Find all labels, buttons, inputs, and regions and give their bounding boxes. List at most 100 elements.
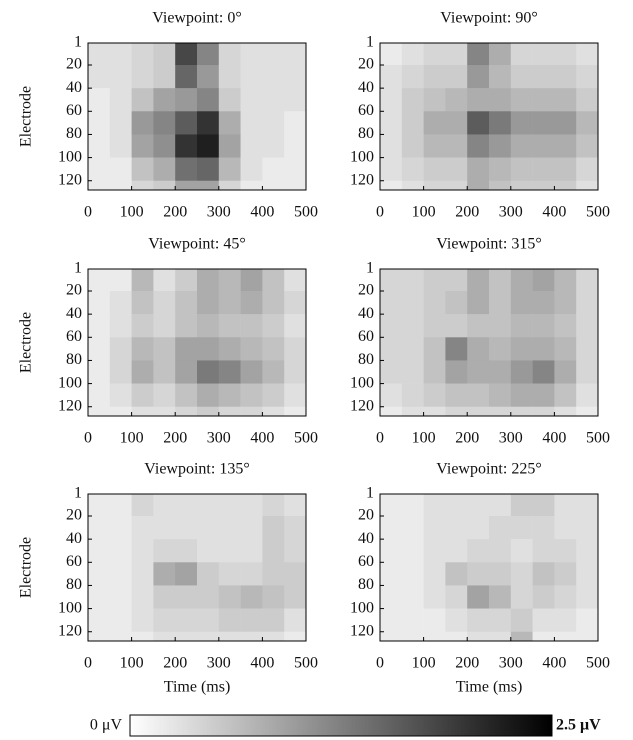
y-tick-label: 40 bbox=[358, 79, 374, 96]
heatmap-cell bbox=[576, 134, 599, 158]
heatmap-cell bbox=[467, 406, 490, 417]
heatmap-cell bbox=[153, 494, 176, 517]
heatmap-cell bbox=[532, 631, 555, 642]
y-tick-label: 100 bbox=[350, 374, 374, 391]
heatmap-cell bbox=[489, 631, 512, 642]
heatmap-cell bbox=[197, 43, 220, 66]
heatmap-cell bbox=[510, 111, 533, 135]
heatmap-cell bbox=[153, 562, 176, 586]
heatmap-cell bbox=[445, 406, 468, 417]
heatmap-cell bbox=[218, 383, 241, 408]
heatmap-cell bbox=[467, 539, 490, 563]
heatmap-cell bbox=[284, 157, 307, 182]
heatmap-cell bbox=[532, 585, 555, 609]
heatmap-cell bbox=[380, 111, 403, 135]
heatmap-cell bbox=[262, 111, 285, 135]
heatmap-cell bbox=[576, 406, 599, 417]
heatmap-cell bbox=[88, 43, 111, 66]
y-tick-label: 120 bbox=[350, 622, 374, 639]
x-tick-label: 0 bbox=[376, 430, 384, 447]
heatmap-cell bbox=[380, 360, 403, 384]
heatmap-cell bbox=[218, 406, 241, 417]
heatmap-cell bbox=[554, 290, 577, 315]
heatmap-cell bbox=[423, 290, 446, 315]
x-tick-label: 0 bbox=[84, 655, 92, 672]
heatmap-cell bbox=[576, 111, 599, 135]
heatmap-cell bbox=[197, 290, 220, 315]
heatmap-cell bbox=[467, 631, 490, 642]
heatmap-cell bbox=[240, 111, 263, 135]
heatmap-cell bbox=[554, 539, 577, 563]
heatmap-cell bbox=[131, 157, 154, 182]
heatmap-cell bbox=[218, 585, 241, 609]
y-tick-label: 60 bbox=[358, 553, 374, 570]
heatmap-cell bbox=[576, 360, 599, 384]
heatmap-cell bbox=[401, 631, 424, 642]
plot-frame bbox=[87, 493, 307, 642]
heatmap-cell bbox=[489, 88, 512, 112]
heatmap-cell bbox=[109, 539, 132, 563]
heatmap-cell bbox=[445, 608, 468, 633]
heatmap-cell bbox=[262, 562, 285, 586]
heatmap-cell bbox=[445, 383, 468, 408]
heatmap-cell bbox=[88, 157, 111, 182]
heatmap-cell bbox=[175, 134, 198, 158]
x-tick-label: 200 bbox=[163, 655, 187, 672]
heatmap-cell bbox=[131, 111, 154, 135]
y-tick-label: 1 bbox=[366, 34, 374, 51]
heatmap-cell bbox=[467, 337, 490, 361]
heatmap-cell bbox=[153, 539, 176, 563]
heatmap-cell bbox=[240, 88, 263, 112]
heatmap-cell bbox=[445, 180, 468, 191]
heatmap-cell bbox=[510, 314, 533, 338]
heatmap-cell bbox=[197, 539, 220, 563]
heatmap-cell bbox=[284, 383, 307, 408]
heatmap-cell bbox=[218, 539, 241, 563]
heatmap-cell bbox=[218, 43, 241, 66]
heatmap-cell bbox=[467, 43, 490, 66]
heatmap-cell bbox=[510, 515, 533, 540]
heatmap-cell bbox=[510, 43, 533, 66]
heatmap-cell bbox=[554, 631, 577, 642]
heatmap-cell bbox=[489, 515, 512, 540]
heatmap-cell bbox=[175, 43, 198, 66]
heatmap-cell bbox=[262, 314, 285, 338]
x-tick-label: 500 bbox=[586, 430, 610, 447]
y-tick-label: 120 bbox=[350, 397, 374, 414]
heatmap-cell bbox=[153, 314, 176, 338]
heatmap-cell bbox=[510, 562, 533, 586]
heatmap-cell bbox=[489, 494, 512, 517]
heatmap-cell bbox=[554, 515, 577, 540]
heatmap-cell bbox=[467, 64, 490, 89]
heatmap-cell bbox=[109, 269, 132, 292]
y-tick-label: 80 bbox=[66, 576, 82, 593]
heatmap-cell bbox=[380, 406, 403, 417]
heatmap-cell bbox=[153, 111, 176, 135]
heatmap-cell bbox=[489, 64, 512, 89]
heatmap-cell bbox=[197, 562, 220, 586]
y-axis-label: Electrode bbox=[18, 312, 35, 373]
heatmap-cell bbox=[489, 269, 512, 292]
heatmap-cell bbox=[262, 406, 285, 417]
heatmap-cell bbox=[197, 88, 220, 112]
heatmap-cell bbox=[423, 631, 446, 642]
heatmap-cell bbox=[240, 134, 263, 158]
y-tick-label: 100 bbox=[350, 148, 374, 165]
heatmap-cell bbox=[175, 539, 198, 563]
heatmap-cell bbox=[467, 360, 490, 384]
heatmap-cell bbox=[175, 360, 198, 384]
heatmap-cell bbox=[218, 134, 241, 158]
heatmap-cell bbox=[445, 494, 468, 517]
heatmap-cell bbox=[131, 539, 154, 563]
heatmap-cell bbox=[88, 383, 111, 408]
heatmap-cell bbox=[445, 539, 468, 563]
heatmap-cell bbox=[510, 337, 533, 361]
y-tick-label: 120 bbox=[58, 397, 82, 414]
panel: Viewpoint: 135°0 100 200 300 400 500120406080… bbox=[18, 461, 318, 696]
heatmap-cell bbox=[218, 631, 241, 642]
x-tick-label: 400 bbox=[250, 655, 274, 672]
heatmap-cell bbox=[532, 539, 555, 563]
heatmap-cell bbox=[109, 134, 132, 158]
heatmap-cell bbox=[175, 383, 198, 408]
heatmap-cell bbox=[218, 88, 241, 112]
